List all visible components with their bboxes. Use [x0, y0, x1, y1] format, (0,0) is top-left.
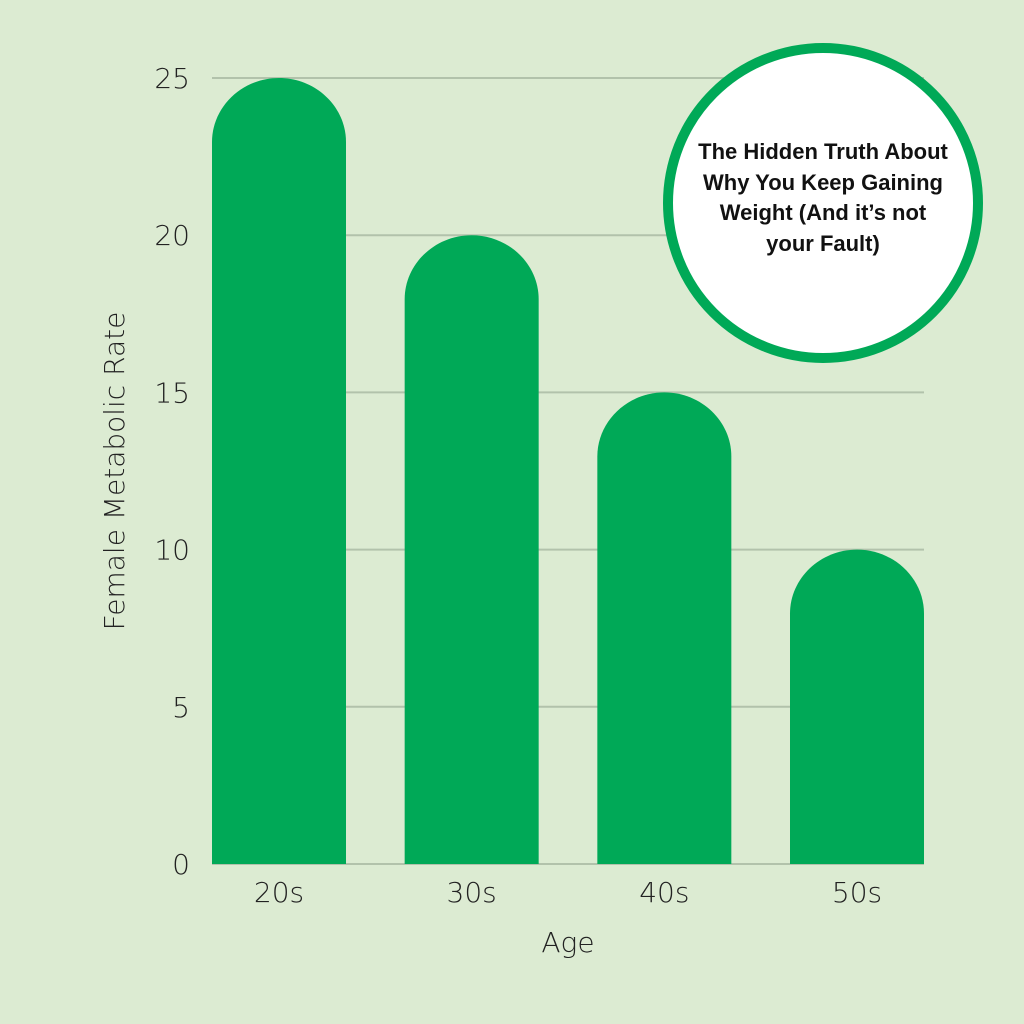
bars — [212, 78, 924, 864]
x-tick-label: 50s — [832, 876, 882, 909]
x-tick-label: 40s — [639, 876, 689, 909]
x-tick-label: 20s — [254, 876, 304, 909]
bar-30s — [404, 235, 539, 864]
bar-50s — [790, 549, 924, 864]
y-tick-label: 0 — [172, 848, 190, 881]
y-tick-label: 10 — [154, 534, 190, 567]
y-tick-label: 20 — [154, 219, 190, 252]
bar-40s — [597, 392, 732, 864]
x-axis-ticks: 20s 30s 40s 50s — [254, 876, 882, 909]
headline-text: The Hidden Truth About Why You Keep Gain… — [698, 139, 948, 256]
y-axis-title: Female Metabolic Rate — [98, 312, 131, 631]
headline-badge: The Hidden Truth About Why You Keep Gain… — [663, 43, 983, 363]
y-axis-ticks: 0 5 10 15 20 25 — [154, 62, 190, 881]
y-tick-label: 5 — [172, 691, 190, 724]
y-tick-label: 15 — [154, 376, 190, 409]
y-tick-label: 25 — [154, 62, 190, 95]
x-tick-label: 30s — [447, 876, 497, 909]
bar-20s — [212, 78, 346, 864]
x-axis-title: Age — [541, 926, 594, 959]
